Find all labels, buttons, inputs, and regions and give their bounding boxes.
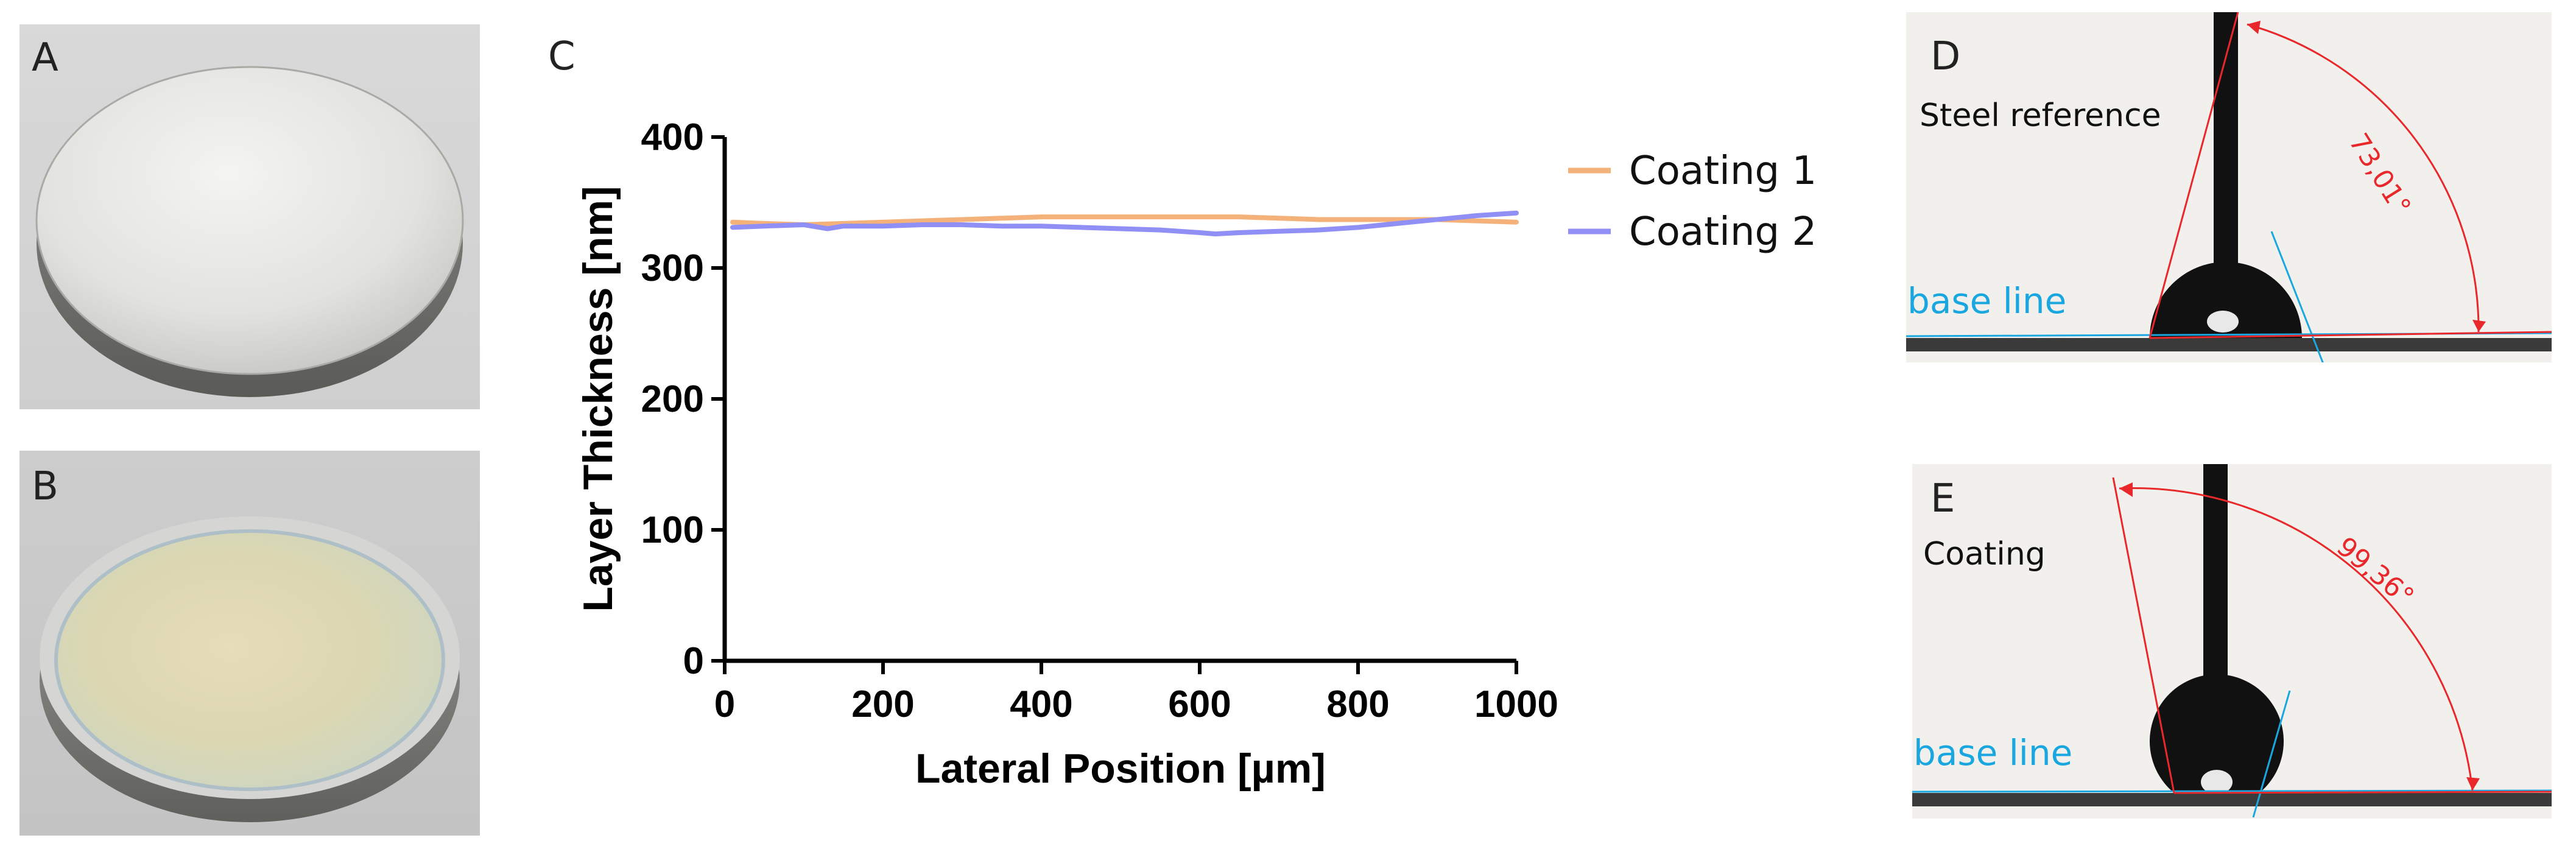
coating-label: Coating	[1923, 536, 2046, 572]
baseline-label-d: base line	[1907, 280, 2067, 322]
x-tick-label: 200	[851, 683, 914, 725]
panel-label-a: A	[32, 35, 58, 80]
layer-thickness-chart: 0 100 200 300 400 0 200 400 600 800 1000 Lateral Po…	[536, 18, 1876, 834]
y-tick-label: 300	[641, 247, 704, 289]
x-tick-label: 400	[1010, 683, 1072, 725]
panel-label-b: B	[32, 464, 58, 509]
x-tick-label: 1000	[1474, 683, 1558, 725]
x-tick-label: 600	[1168, 683, 1231, 725]
contact-angle-coating-photo: Coating base line 99,36°	[1912, 464, 2552, 819]
contact-angle-steel-photo: Steel reference base line 73,01°	[1906, 12, 2552, 362]
x-axis-label: Lateral Position [µm]	[915, 745, 1326, 792]
series-line-coating-1	[730, 214, 1519, 228]
y-tick-label: 400	[641, 116, 704, 158]
photo-steel-disc	[19, 24, 480, 409]
photo-coated-disc	[19, 451, 480, 836]
legend-label-coating-1: Coating 1	[1629, 149, 1817, 194]
steel-reference-label: Steel reference	[1920, 97, 2161, 134]
y-tick-label: 0	[683, 640, 704, 682]
series-line-coating-2	[730, 210, 1519, 237]
panel-label-d: D	[1930, 34, 1961, 79]
panel-label-c: C	[548, 34, 575, 79]
panel-label-e: E	[1930, 476, 1955, 521]
chart-canvas: 0 100 200 300 400 0 200 400 600 800 1000 Lateral Po…	[575, 116, 1817, 792]
y-tick-label: 200	[641, 378, 704, 420]
y-axis-label: Layer Thickness [nm]	[575, 186, 621, 611]
legend-label-coating-2: Coating 2	[1629, 210, 1817, 255]
x-tick-label: 0	[714, 683, 735, 725]
x-tick-label: 800	[1326, 683, 1389, 725]
baseline-label-e: base line	[1913, 732, 2073, 773]
y-tick-label: 100	[641, 509, 704, 551]
